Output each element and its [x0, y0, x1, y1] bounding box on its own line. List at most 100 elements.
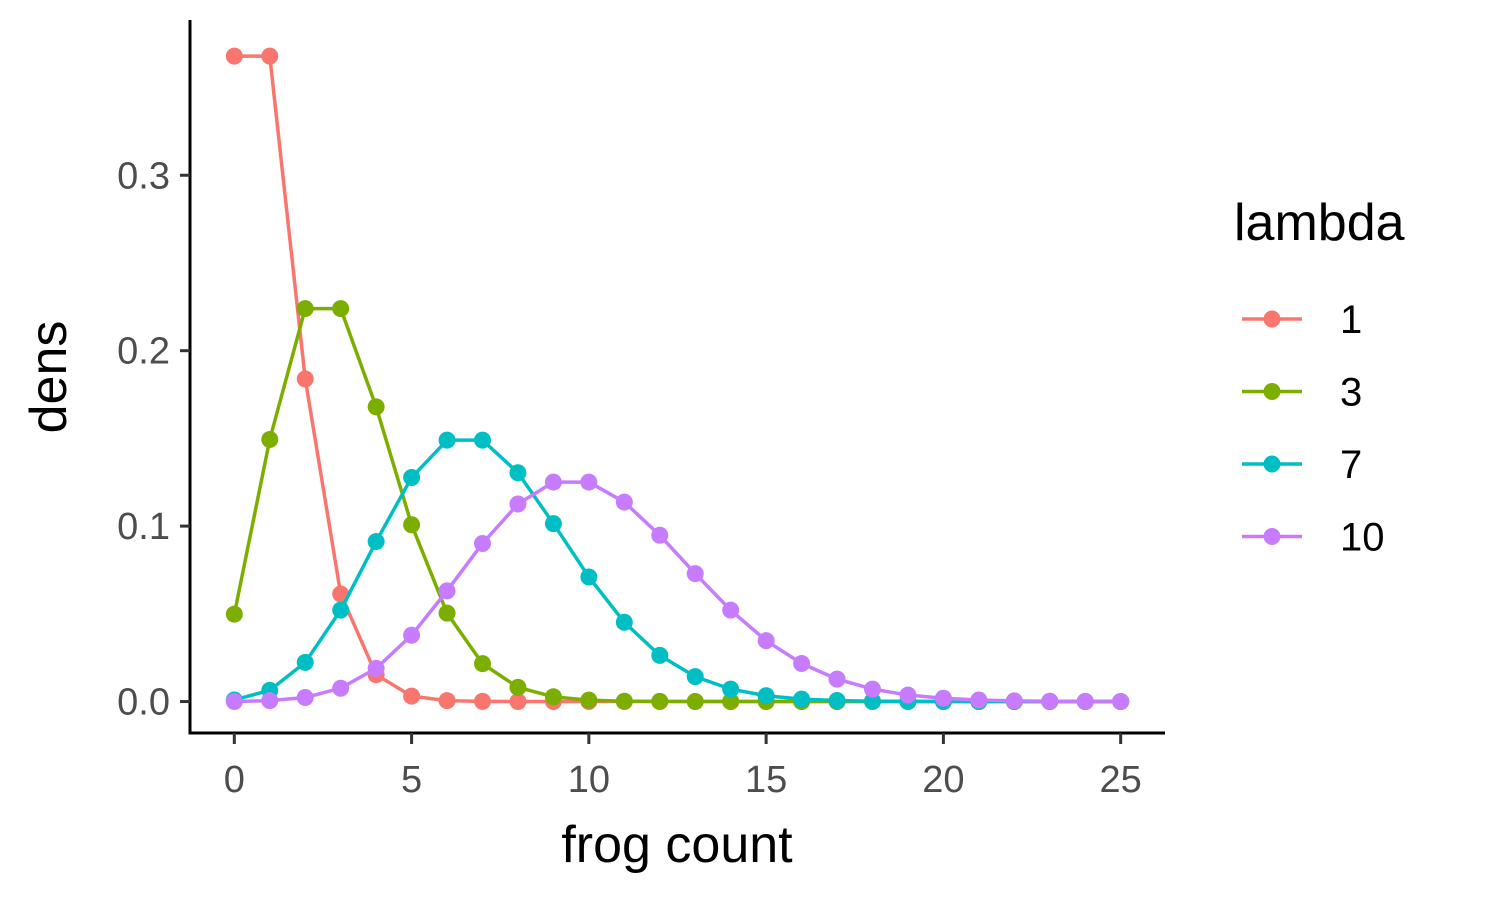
legend-label: 1: [1340, 298, 1362, 342]
series-line-3: [232, 306, 1121, 704]
x-tick-label: 20: [922, 759, 964, 801]
point-10-0: [225, 693, 243, 711]
point-10-6: [438, 582, 456, 600]
point-1-5: [403, 687, 421, 705]
point-10-15: [757, 632, 775, 650]
point-10-22: [1005, 692, 1023, 710]
point-10-2: [296, 689, 314, 707]
y-axis-ticks: 0.0 0.1 0.2 0.3: [117, 155, 190, 724]
point-3-5: [403, 516, 421, 534]
point-7-11: [615, 613, 633, 631]
series-line-10: [234, 480, 1121, 704]
x-tick-label: 5: [401, 759, 422, 801]
point-10-8: [509, 495, 527, 513]
series-3: [225, 300, 1130, 711]
series-line-7: [233, 438, 1121, 704]
point-7-10: [580, 568, 598, 586]
legend-title: lambda: [1234, 194, 1405, 252]
legend-label: 3: [1340, 371, 1362, 415]
point-10-14: [722, 601, 740, 619]
point-7-18: [864, 692, 881, 710]
series-1: [225, 47, 1130, 711]
x-axis-ticks: 0 5 10 15 20 25: [224, 733, 1142, 801]
point-10-10: [580, 473, 598, 491]
point-10-11: [615, 493, 633, 511]
point-7-7: [474, 431, 491, 449]
y-tick-label: 0.1: [117, 506, 170, 548]
point-10-4: [367, 659, 385, 677]
y-tick-label: 0.0: [117, 682, 170, 724]
point-10-19: [899, 686, 917, 704]
point-7-14: [722, 680, 740, 698]
point-3-1: [261, 430, 279, 448]
point-7-3: [332, 601, 350, 619]
point-10-25: [1112, 693, 1130, 711]
point-7-4: [367, 533, 385, 551]
point-10-20: [934, 689, 952, 707]
point-3-3: [332, 300, 350, 318]
legend-item-7: 7: [1242, 443, 1362, 487]
y-tick-label: 0.3: [117, 155, 170, 197]
point-3-12: [651, 692, 669, 710]
legend-key-point: [1263, 528, 1281, 545]
point-10-24: [1076, 692, 1094, 710]
legend-item-1: 1: [1242, 298, 1362, 342]
series-10: [225, 473, 1130, 711]
point-7-9: [544, 515, 562, 533]
point-10-18: [864, 680, 881, 698]
legend-item-10: 10: [1242, 516, 1385, 560]
point-1-0: [225, 47, 243, 65]
point-7-2: [296, 653, 314, 671]
point-10-9: [544, 473, 562, 491]
legend-label: 10: [1340, 516, 1385, 560]
point-7-15: [757, 687, 775, 705]
y-tick-label: 0.2: [117, 331, 170, 373]
point-7-13: [686, 668, 704, 686]
y-axis-title: dens: [20, 321, 78, 434]
point-1-1: [261, 47, 279, 65]
point-3-6: [438, 604, 456, 622]
legend-key-point: [1263, 310, 1281, 328]
point-7-17: [828, 691, 846, 709]
point-10-23: [1041, 692, 1059, 710]
point-1-2: [296, 370, 314, 388]
point-3-13: [686, 693, 704, 711]
x-tick-label: 25: [1100, 759, 1142, 801]
point-1-6: [438, 692, 456, 710]
point-10-5: [403, 626, 421, 644]
series-layer: [225, 47, 1130, 711]
point-3-0: [225, 605, 243, 623]
series-7: [225, 431, 1130, 711]
point-1-8: [509, 693, 527, 711]
x-tick-label: 10: [568, 759, 610, 801]
point-10-21: [970, 691, 988, 709]
point-3-8: [509, 678, 527, 696]
legend-key-point: [1263, 455, 1281, 473]
point-3-4: [367, 398, 385, 416]
point-7-16: [793, 690, 811, 708]
x-axis-title: frog count: [561, 816, 793, 874]
point-7-5: [403, 469, 421, 487]
legend: lambda 1 3 7 10: [1234, 194, 1405, 560]
point-10-7: [474, 534, 491, 552]
point-10-12: [651, 526, 669, 544]
point-7-6: [438, 431, 456, 449]
point-3-10: [580, 691, 598, 709]
point-10-1: [261, 692, 279, 710]
point-7-8: [509, 464, 527, 482]
point-3-7: [474, 655, 491, 673]
legend-item-3: 3: [1242, 371, 1362, 415]
x-tick-label: 15: [745, 759, 787, 801]
x-tick-label: 0: [224, 759, 245, 801]
legend-label: 7: [1340, 443, 1362, 487]
point-10-17: [828, 670, 846, 688]
point-1-7: [474, 692, 491, 710]
point-10-16: [793, 654, 811, 672]
legend-key-point: [1263, 383, 1281, 400]
point-10-3: [332, 679, 350, 697]
point-3-11: [615, 692, 633, 710]
point-7-12: [651, 646, 669, 664]
point-3-9: [544, 688, 562, 706]
point-3-14: [722, 693, 740, 711]
point-10-13: [686, 565, 704, 583]
